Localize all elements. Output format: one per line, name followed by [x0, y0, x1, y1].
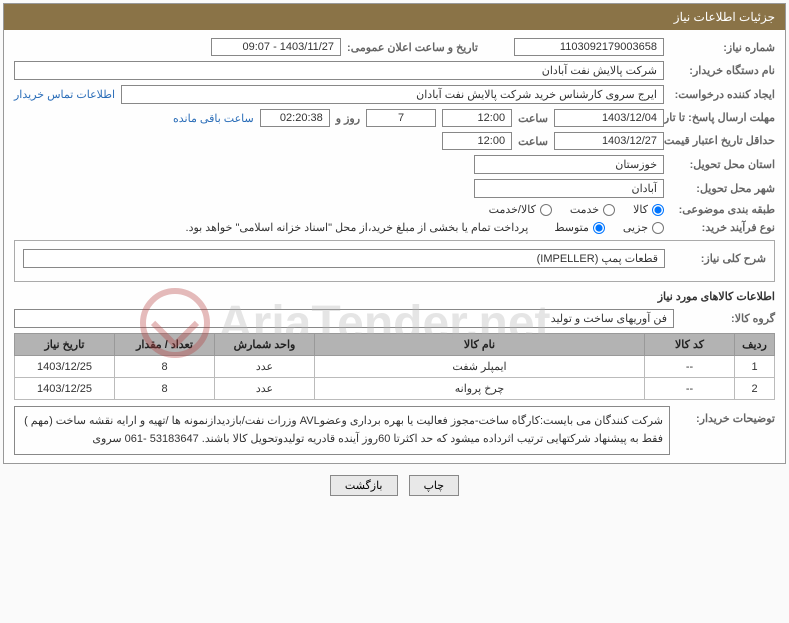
city-value: آبادان [474, 179, 664, 198]
cell-date: 1403/12/25 [15, 356, 115, 378]
cell-idx: 2 [735, 378, 775, 400]
payment-text: پرداخت تمام یا بخشی از مبلغ خرید،از محل … [186, 221, 529, 234]
cell-unit: عدد [215, 378, 315, 400]
city-label: شهر محل تحویل: [670, 182, 775, 195]
cell-name: ایمپلر شفت [315, 356, 645, 378]
table-row: 1--ایمپلر شفتعدد81403/12/25 [15, 356, 775, 378]
creator-value: ایرج سروی کارشناس خرید شرکت پالایش نفت آ… [121, 85, 664, 104]
cell-unit: عدد [215, 356, 315, 378]
th-unit: واحد شمارش [215, 334, 315, 356]
radio-small[interactable]: جزیی [623, 221, 664, 234]
validity-label: حداقل تاریخ اعتبار قیمت: تا تاریخ: [670, 134, 775, 148]
announce-label: تاریخ و ساعت اعلان عمومی: [347, 41, 478, 54]
cell-code: -- [645, 378, 735, 400]
desc-label: شرح کلی نیاز: [671, 252, 766, 265]
req-no-value: 1103092179003658 [514, 38, 664, 56]
cell-qty: 8 [115, 378, 215, 400]
radio-goods[interactable]: کالا [633, 203, 664, 216]
category-label: طبقه بندی موضوعی: [670, 203, 775, 216]
th-row: ردیف [735, 334, 775, 356]
category-radios: کالا خدمت کالا/خدمت [489, 203, 664, 216]
back-button[interactable]: بازگشت [330, 475, 398, 496]
deadline-label: مهلت ارسال پاسخ: تا تاریخ: [670, 111, 775, 125]
cell-idx: 1 [735, 356, 775, 378]
proc-type-label: نوع فرآیند خرید: [670, 221, 775, 234]
group-value: فن آوریهای ساخت و تولید [14, 309, 674, 328]
province-label: استان محل تحویل: [670, 158, 775, 171]
buyer-org-value: شرکت پالایش نفت آبادان [14, 61, 664, 80]
description-box: شرح کلی نیاز: قطعات پمپ (IMPELLER) [14, 240, 775, 282]
print-button[interactable]: چاپ [409, 475, 460, 496]
th-date: تاریخ نیاز [15, 334, 115, 356]
req-no-label: شماره نیاز: [670, 41, 775, 54]
announce-value: 1403/11/27 - 09:07 [211, 38, 341, 56]
radio-medium[interactable]: متوسط [554, 221, 605, 234]
cell-date: 1403/12/25 [15, 378, 115, 400]
days-value: 7 [366, 109, 436, 127]
deadline-time: 12:00 [442, 109, 512, 127]
items-title: اطلاعات کالاهای مورد نیاز [14, 290, 775, 303]
contact-link[interactable]: اطلاعات تماس خریدار [14, 88, 115, 101]
province-value: خوزستان [474, 155, 664, 174]
validity-date: 1403/12/27 [554, 132, 664, 150]
days-label: روز و [336, 112, 360, 125]
timer-value: 02:20:38 [260, 109, 330, 127]
validity-time: 12:00 [442, 132, 512, 150]
note-label: توضیحات خریدار: [680, 400, 775, 455]
group-label: گروه کالا: [680, 312, 775, 325]
cell-code: -- [645, 356, 735, 378]
note-text: شرکت کنندگان می بایست:کارگاه ساخت-مجوز ف… [14, 406, 670, 455]
creator-label: ایجاد کننده درخواست: [670, 88, 775, 101]
time-label-1: ساعت [518, 112, 548, 125]
radio-both[interactable]: کالا/خدمت [489, 203, 552, 216]
th-code: کد کالا [645, 334, 735, 356]
radio-service[interactable]: خدمت [570, 203, 615, 216]
panel-title: جزئیات اطلاعات نیاز [4, 4, 785, 30]
th-name: نام کالا [315, 334, 645, 356]
button-row: چاپ بازگشت [0, 467, 789, 504]
remain-label: ساعت باقی مانده [173, 112, 254, 125]
buyer-org-label: نام دستگاه خریدار: [670, 64, 775, 77]
desc-value: قطعات پمپ (IMPELLER) [23, 249, 665, 268]
items-table: ردیف کد کالا نام کالا واحد شمارش تعداد /… [14, 333, 775, 400]
th-qty: تعداد / مقدار [115, 334, 215, 356]
cell-name: چرخ پروانه [315, 378, 645, 400]
main-panel: جزئیات اطلاعات نیاز شماره نیاز: 11030921… [3, 3, 786, 464]
deadline-date: 1403/12/04 [554, 109, 664, 127]
cell-qty: 8 [115, 356, 215, 378]
time-label-2: ساعت [518, 135, 548, 148]
proc-radios: جزیی متوسط [554, 221, 664, 234]
table-row: 2--چرخ پروانهعدد81403/12/25 [15, 378, 775, 400]
